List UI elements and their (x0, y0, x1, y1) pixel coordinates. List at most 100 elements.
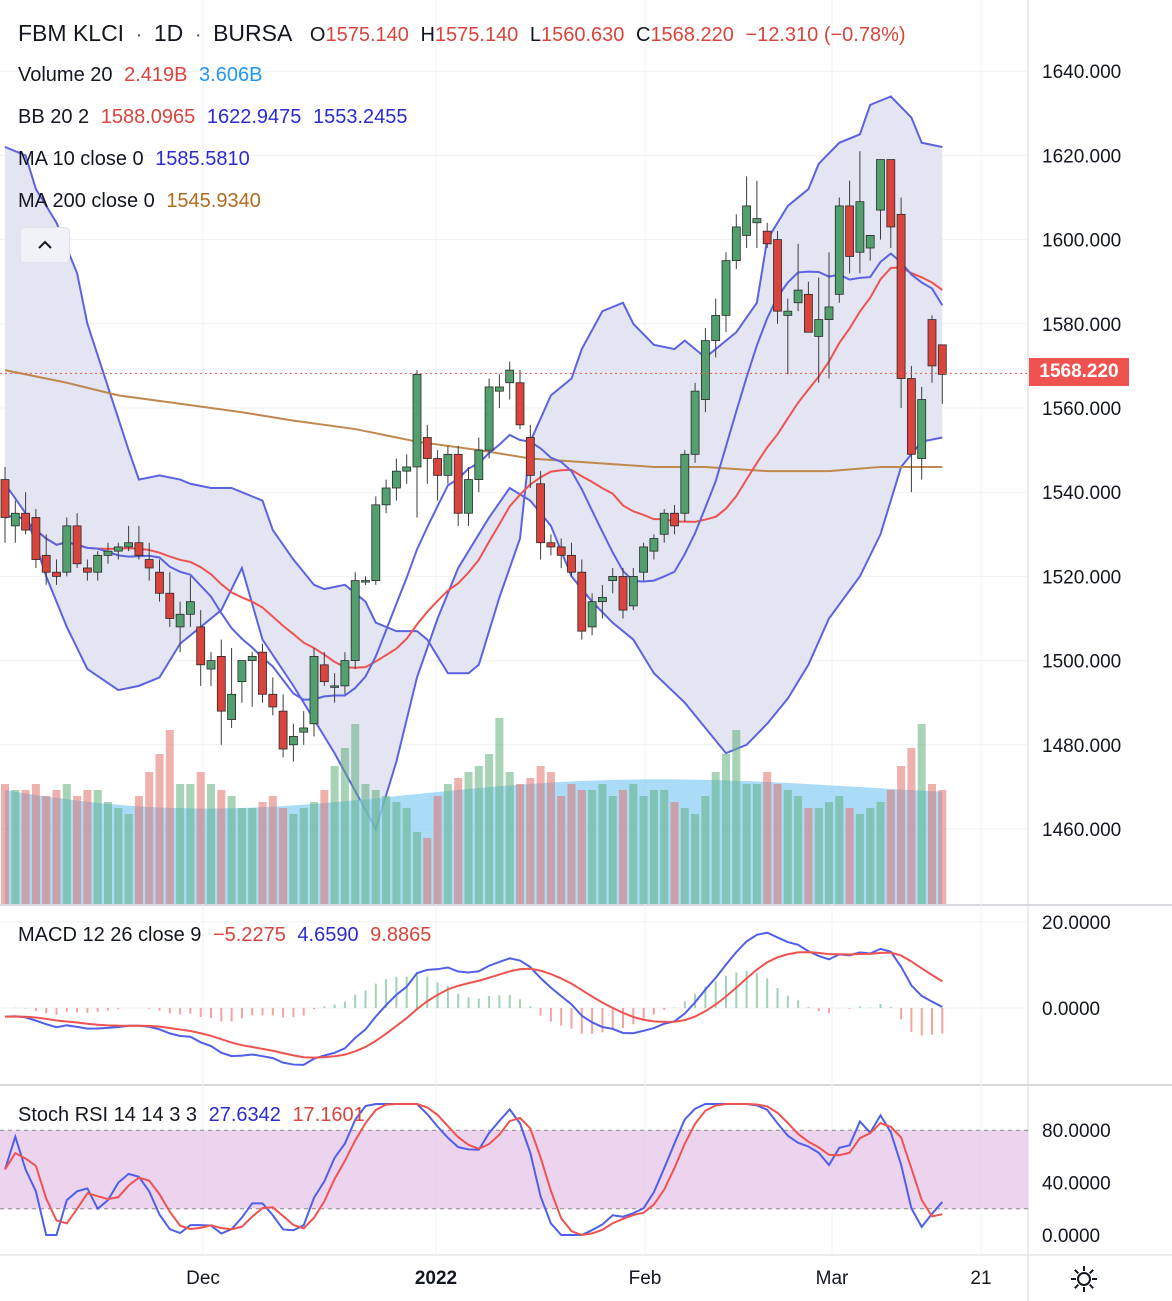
volume-bar (165, 730, 174, 904)
ma200-value: 1545.9340 (166, 190, 261, 212)
collapse-legend-button[interactable] (20, 227, 70, 263)
candle-body (484, 386, 494, 451)
candle-body (258, 651, 267, 695)
ohlc-change: −12.310 (−0.78%) (745, 24, 906, 46)
ma10-legend-name: MA 10 close 0 (18, 148, 144, 170)
candle-body (412, 373, 422, 468)
candle-body (896, 213, 906, 379)
volume-bar (691, 814, 700, 904)
candle-body (10, 512, 20, 527)
candle-body (773, 239, 782, 312)
volume-bar (546, 772, 555, 904)
volume-bar (897, 766, 906, 904)
volume-bar (464, 772, 473, 904)
candle-body (144, 559, 154, 569)
bb-upper-value: 1622.9475 (206, 106, 302, 128)
macd-signal-line (4, 951, 943, 1059)
candle-body (886, 159, 896, 228)
symbol-name[interactable]: FBM KLCI (18, 20, 125, 46)
volume-bar (773, 784, 782, 904)
volume-bar (505, 772, 514, 904)
volume-bar (845, 808, 854, 904)
volume-bar (752, 784, 761, 904)
volume-bar (310, 802, 318, 904)
chart-settings-button[interactable] (1069, 1264, 1099, 1294)
stoch-tick-label: 40.0000 (1042, 1174, 1111, 1195)
volume-bar (649, 790, 658, 904)
candle-body (690, 390, 700, 455)
candle-body (731, 226, 741, 262)
stoch-legend[interactable]: Stoch RSI 14 14 3 3 27.6342 17.1601 (18, 1104, 371, 1127)
volume-bar (485, 754, 494, 904)
volume-bar (608, 796, 617, 904)
price-tick-label: 1460.000 (1042, 820, 1121, 841)
volume-bar (62, 784, 71, 904)
candle-body (288, 735, 298, 746)
candle-body (639, 546, 648, 573)
candle-body (618, 576, 628, 611)
volume-bar (371, 790, 380, 904)
candle-body (515, 382, 525, 426)
candle-body (155, 571, 164, 594)
candle-body (670, 512, 679, 527)
candle-body (0, 479, 10, 518)
ma200-legend[interactable]: MA 200 close 0 1545.9340 (18, 190, 267, 213)
volume-legend[interactable]: Volume 20 2.419B 3.606B (18, 64, 268, 87)
candle-body (556, 546, 566, 556)
candle-body (927, 319, 937, 367)
volume-bar (176, 784, 185, 904)
candle-body (649, 538, 659, 552)
volume-legend-name: Volume 20 (18, 64, 113, 86)
volume-bar (670, 802, 679, 904)
volume-bar (928, 784, 936, 904)
price-tick-label: 1480.000 (1042, 736, 1121, 757)
price-tick-label: 1560.000 (1042, 399, 1121, 420)
volume-bar (783, 790, 792, 904)
candle-body (299, 727, 309, 733)
candle-body (474, 449, 484, 480)
candle-body (175, 613, 185, 628)
bb-legend[interactable]: BB 20 2 1588.0965 1622.9475 1553.2455 (18, 106, 414, 129)
candle-body (494, 386, 504, 392)
interval[interactable]: 1D (153, 20, 184, 46)
candle-body (237, 660, 247, 683)
bb-upper-line (4, 95, 943, 675)
volume-bar (227, 796, 236, 904)
volume-bar (330, 766, 339, 904)
candle-body (185, 601, 195, 615)
stoch-k-value: 27.6342 (208, 1104, 281, 1126)
bb-lower-line (4, 436, 943, 832)
volume-bar (382, 796, 391, 904)
ma10-legend[interactable]: MA 10 close 0 1585.5810 (18, 148, 256, 171)
macd-legend-name: MACD 12 26 close 9 (18, 924, 202, 946)
candle-body (31, 517, 41, 560)
volume-bar (660, 790, 669, 904)
bollinger-band-fill (5, 96, 943, 829)
volume-bar (495, 718, 504, 904)
volume-bar (557, 796, 566, 904)
candle-body (865, 234, 875, 249)
candle-body (216, 655, 226, 712)
macd-legend[interactable]: MACD 12 26 close 9 −5.2275 4.6590 9.8865 (18, 924, 437, 947)
candle-body (350, 580, 360, 661)
candle-body (93, 554, 103, 573)
macd-hist-value: −5.2275 (212, 924, 286, 946)
volume-bar (917, 724, 926, 904)
volume-bar (794, 796, 803, 904)
stoch-k-line (4, 1103, 944, 1236)
macd-line (4, 931, 943, 1066)
volume-bar (392, 802, 401, 904)
volume-bar (11, 790, 20, 904)
candle-body (711, 314, 721, 342)
candle-body (165, 592, 175, 619)
candle-body (113, 546, 123, 552)
candle-body (391, 470, 401, 489)
volume-bar (196, 772, 205, 904)
price-tick-label: 1580.000 (1042, 315, 1121, 336)
price-tick-label: 1620.000 (1042, 146, 1121, 167)
candle-body (319, 664, 329, 683)
volume-bar (83, 790, 92, 904)
candle-body (361, 580, 370, 583)
candle-body (278, 710, 288, 750)
